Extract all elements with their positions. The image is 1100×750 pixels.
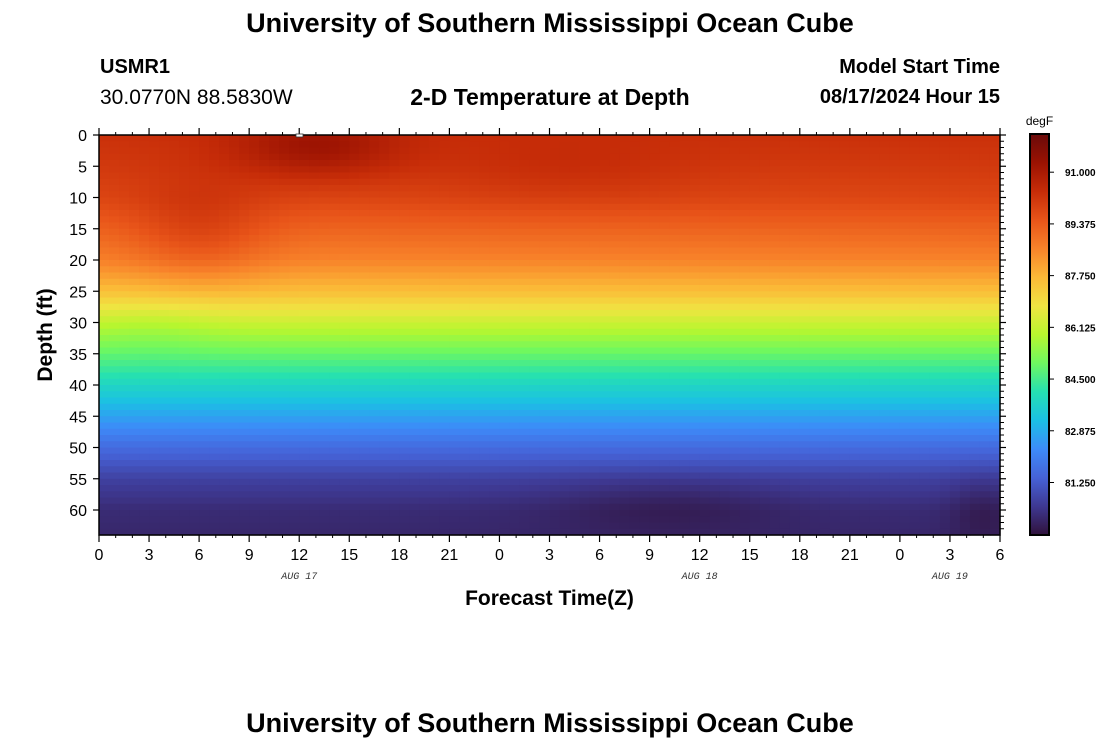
y-tick-label: 35 — [69, 347, 87, 364]
y-tick-label: 45 — [69, 409, 87, 426]
date-label: AUG 18 — [681, 572, 718, 583]
station-id: USMR1 — [100, 56, 171, 78]
y-axis-label: Depth (ft) — [34, 288, 57, 381]
x-tick-label: 9 — [245, 547, 254, 564]
y-tick-label: 5 — [78, 159, 87, 176]
x-tick-label: 3 — [545, 547, 554, 564]
colorbar-tick-label: 81.250 — [1065, 478, 1096, 489]
colorbar-unit: degF — [1026, 114, 1053, 128]
x-tick-label: 6 — [595, 547, 604, 564]
x-tick-label: 18 — [390, 547, 408, 564]
y-tick-label: 50 — [69, 441, 87, 458]
colorbar-tick-label: 82.875 — [1065, 427, 1096, 438]
x-tick-label: 0 — [895, 547, 904, 564]
y-tick-label: 60 — [69, 503, 87, 520]
x-axis-label: Forecast Time(Z) — [465, 587, 634, 610]
x-tick-label: 9 — [645, 547, 654, 564]
station-coordinates: 30.0770N 88.5830W — [100, 86, 293, 109]
temperature-field — [99, 135, 1001, 536]
model-start-label: Model Start Time — [839, 56, 1000, 78]
x-tick-label: 12 — [691, 547, 709, 564]
colorbar-tick-label: 89.375 — [1065, 220, 1096, 231]
x-tick-label: 21 — [440, 547, 458, 564]
footer-title: University of Southern Mississippi Ocean… — [246, 708, 854, 738]
x-tick-label: 0 — [495, 547, 504, 564]
x-tick-label: 6 — [996, 547, 1005, 564]
chart-title: University of Southern Mississippi Ocean… — [246, 8, 854, 38]
colorbar — [1029, 133, 1050, 536]
colorbar-tick-label: 84.500 — [1065, 375, 1096, 386]
y-tick-label: 0 — [78, 128, 87, 145]
y-tick-label: 40 — [69, 378, 87, 395]
x-tick-label: 12 — [290, 547, 308, 564]
x-tick-label: 15 — [741, 547, 759, 564]
model-start-time: 08/17/2024 Hour 15 — [819, 86, 1000, 108]
y-tick-label: 10 — [69, 191, 87, 208]
x-tick-label: 18 — [791, 547, 809, 564]
y-tick-label: 20 — [69, 253, 87, 270]
x-tick-label: 6 — [195, 547, 204, 564]
colorbar-tick-label: 87.750 — [1065, 272, 1096, 283]
x-tick-label: 3 — [145, 547, 154, 564]
start-marker — [295, 133, 304, 138]
colorbar-tick-label: 91.000 — [1065, 168, 1096, 179]
y-tick-label: 55 — [69, 472, 87, 489]
x-tick-label: 15 — [340, 547, 358, 564]
x-tick-label: 3 — [945, 547, 954, 564]
date-label: AUG 19 — [931, 572, 968, 583]
y-tick-label: 15 — [69, 222, 87, 239]
chart-subtitle: 2-D Temperature at Depth — [410, 84, 690, 110]
y-tick-label: 25 — [69, 284, 87, 301]
date-label: AUG 17 — [280, 572, 317, 583]
y-tick-label: 30 — [69, 316, 87, 333]
colorbar-tick-label: 86.125 — [1065, 323, 1096, 334]
x-tick-label: 21 — [841, 547, 859, 564]
x-tick-label: 0 — [95, 547, 104, 564]
